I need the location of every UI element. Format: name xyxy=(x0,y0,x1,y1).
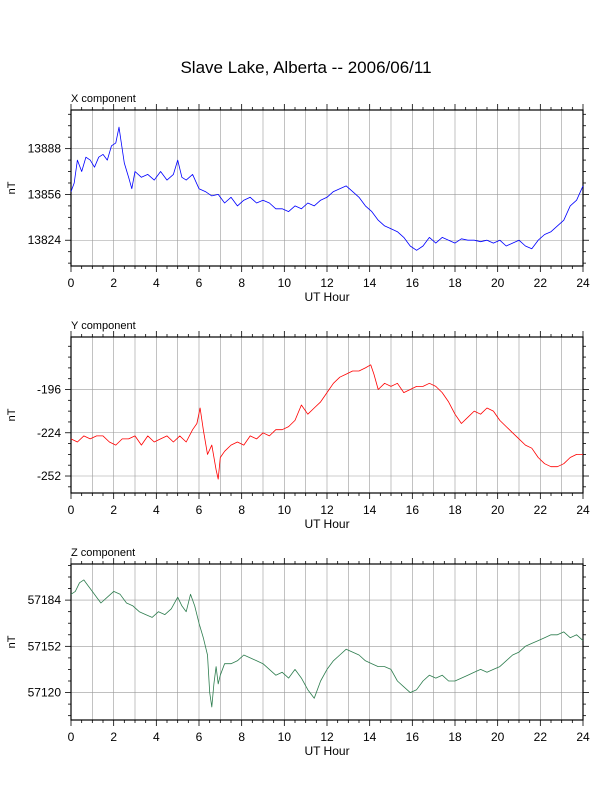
chart-3-x-tick-label: 6 xyxy=(196,730,203,744)
page-title: Slave Lake, Alberta -- 2006/06/11 xyxy=(180,58,432,77)
chart-1-x-tick-label: 10 xyxy=(278,276,292,290)
chart-2-x-tick-label: 4 xyxy=(153,503,160,517)
chart-3-x-tick-label: 12 xyxy=(320,730,334,744)
chart-1-subtitle: X component xyxy=(71,93,136,105)
chart-3-x-tick-label: 0 xyxy=(68,730,75,744)
chart-2-x-tick-label: 6 xyxy=(196,503,203,517)
chart-3-y-tick-label: 57120 xyxy=(28,686,62,700)
chart-1-y-axis-label: nT xyxy=(6,181,18,194)
chart-1-x-tick-label: 2 xyxy=(110,276,117,290)
chart-3-x-tick-label: 16 xyxy=(406,730,420,744)
chart-1-x-tick-label: 12 xyxy=(320,276,334,290)
chart-3-x-tick-label: 24 xyxy=(576,730,590,744)
chart-2-x-tick-label: 2 xyxy=(110,503,117,517)
chart-1-x-tick-label: 8 xyxy=(238,276,245,290)
chart-1-x-tick-label: 0 xyxy=(68,276,75,290)
chart-1-x-tick-label: 16 xyxy=(406,276,420,290)
chart-3-y-tick-label: 57184 xyxy=(28,593,62,607)
chart-3-x-tick-label: 14 xyxy=(363,730,377,744)
chart-2-x-tick-label: 8 xyxy=(238,503,245,517)
chart-3-x-tick-label: 2 xyxy=(110,730,117,744)
chart-2-y-tick-label: -224 xyxy=(37,426,61,440)
chart-2-x-tick-label: 10 xyxy=(278,503,292,517)
chart-1-y-tick-label: 13856 xyxy=(28,187,62,201)
chart-2-y-axis-label: nT xyxy=(6,408,18,421)
chart-3-x-axis-label: UT Hour xyxy=(304,744,349,758)
chart-1-x-tick-label: 20 xyxy=(491,276,505,290)
chart-1-y-tick-label: 13824 xyxy=(28,233,62,247)
chart-2-x-tick-label: 16 xyxy=(406,503,420,517)
chart-1-x-tick-label: 18 xyxy=(448,276,462,290)
chart-3-x-tick-label: 8 xyxy=(238,730,245,744)
chart-2-y-tick-label: -196 xyxy=(37,383,61,397)
chart-2-x-tick-label: 20 xyxy=(491,503,505,517)
chart-3-series-line-1 xyxy=(70,579,584,708)
chart-2-x-tick-label: 18 xyxy=(448,503,462,517)
chart-3-x-tick-label: 10 xyxy=(278,730,292,744)
chart-3-y-axis-label: nT xyxy=(6,635,18,648)
chart-3-y-tick-label: 57152 xyxy=(28,639,62,653)
chart-2-x-tick-label: 0 xyxy=(68,503,75,517)
chart-2-x-tick-label: 12 xyxy=(320,503,334,517)
chart-3-x-tick-label: 4 xyxy=(153,730,160,744)
chart-1-y-tick-label: 13888 xyxy=(28,142,62,156)
chart-2-series-line-1 xyxy=(70,364,583,480)
chart-2-x-axis-label: UT Hour xyxy=(304,517,349,531)
chart-3-x-tick-label: 22 xyxy=(534,730,548,744)
chart-2-x-tick-label: 14 xyxy=(363,503,377,517)
chart-1-series-line-1 xyxy=(70,126,584,251)
chart-1-x-tick-label: 4 xyxy=(153,276,160,290)
chart-3-x-tick-label: 18 xyxy=(448,730,462,744)
chart-1-x-tick-label: 22 xyxy=(534,276,548,290)
chart-1-x-tick-label: 14 xyxy=(363,276,377,290)
chart-3-x-tick-label: 20 xyxy=(491,730,505,744)
chart-1-x-axis-label: UT Hour xyxy=(304,290,349,304)
chart-2-subtitle: Y component xyxy=(71,320,136,332)
chart-1-x-tick-label: 6 xyxy=(196,276,203,290)
chart-2-x-tick-label: 24 xyxy=(576,503,590,517)
chart-2-x-tick-label: 22 xyxy=(534,503,548,517)
chart-1-x-tick-label: 24 xyxy=(576,276,590,290)
chart-2-y-tick-label: -252 xyxy=(37,469,61,483)
chart-3-subtitle: Z component xyxy=(71,547,135,559)
